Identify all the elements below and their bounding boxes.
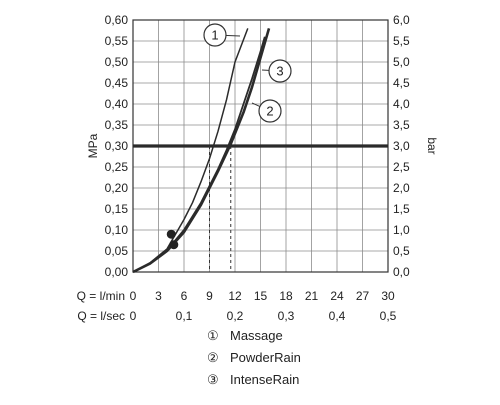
labels-layer: 0,00 0,00,05 0,50,10 1,00,15 1,50,20 2,00,25 2… bbox=[77, 13, 439, 323]
legend-symbol: ① bbox=[207, 328, 219, 343]
x-tick-lsec: 0 bbox=[130, 309, 137, 323]
callout-circle bbox=[203, 23, 227, 47]
y-tick-right: 2,5 bbox=[393, 160, 410, 174]
x-tick-lsec: 0,5 bbox=[380, 309, 397, 323]
y-tick-right: 6,0 bbox=[393, 13, 410, 27]
callout-circle bbox=[258, 99, 282, 123]
series-line-massage bbox=[132, 28, 249, 273]
callout-label: 2 bbox=[266, 104, 273, 119]
y-axis-label-right: bar bbox=[425, 137, 439, 154]
y-axis-label-left: MPa bbox=[86, 133, 100, 158]
x-tick-lmin: 3 bbox=[155, 289, 162, 303]
x-tick-lmin: 27 bbox=[356, 289, 370, 303]
x-tick-lmin: 21 bbox=[305, 289, 319, 303]
axes bbox=[132, 19, 389, 273]
y-tick-left: 0,30 bbox=[105, 139, 129, 153]
y-tick-left: 0,15 bbox=[105, 202, 129, 216]
legend-symbol: ③ bbox=[207, 372, 219, 387]
y-tick-left: 0,35 bbox=[105, 118, 129, 132]
y-tick-left: 0,05 bbox=[105, 244, 129, 258]
y-tick-left: 0,55 bbox=[105, 34, 129, 48]
y-tick-right: 1,0 bbox=[393, 223, 410, 237]
y-tick-right: 3,0 bbox=[393, 139, 410, 153]
data-marker bbox=[166, 229, 176, 239]
y-tick-right: 4,5 bbox=[393, 76, 410, 90]
x-tick-lmin: 12 bbox=[228, 289, 242, 303]
callout-label: 3 bbox=[276, 64, 283, 79]
y-tick-right: 2,0 bbox=[393, 181, 410, 195]
legend-label: Massage bbox=[230, 328, 283, 343]
x-axis-label-lsec: Q = l/sec bbox=[77, 309, 125, 323]
series-line-intenserain bbox=[132, 36, 266, 273]
y-tick-right: 3,5 bbox=[393, 118, 410, 132]
y-tick-right: 0,5 bbox=[393, 244, 410, 258]
x-tick-lmin: 24 bbox=[330, 289, 344, 303]
y-tick-left: 0,45 bbox=[105, 76, 129, 90]
x-tick-lsec: 0,2 bbox=[227, 309, 244, 323]
y-tick-left: 0,60 bbox=[105, 13, 129, 27]
y-tick-right: 0,0 bbox=[393, 265, 410, 279]
callout-circle bbox=[268, 59, 292, 83]
y-tick-right: 1,5 bbox=[393, 202, 410, 216]
legend-label: PowderRain bbox=[230, 350, 301, 365]
y-tick-left: 0,00 bbox=[105, 265, 129, 279]
series-line-powderrain bbox=[132, 28, 271, 274]
y-tick-right: 5,0 bbox=[393, 55, 410, 69]
x-tick-lmin: 18 bbox=[279, 289, 293, 303]
x-tick-lmin: 0 bbox=[130, 289, 137, 303]
x-tick-lsec: 0,1 bbox=[176, 309, 193, 323]
legend-label: IntenseRain bbox=[230, 372, 299, 387]
legend-symbol: ② bbox=[207, 350, 219, 365]
y-tick-left: 0,40 bbox=[105, 97, 129, 111]
y-tick-right: 4,0 bbox=[393, 97, 410, 111]
callout-label: 1 bbox=[211, 28, 218, 43]
y-tick-left: 0,10 bbox=[105, 223, 129, 237]
y-tick-left: 0,50 bbox=[105, 55, 129, 69]
x-axis-label-lmin: Q = l/min bbox=[77, 289, 125, 303]
data-marker bbox=[169, 240, 179, 250]
x-tick-lmin: 6 bbox=[181, 289, 188, 303]
x-tick-lmin: 9 bbox=[206, 289, 213, 303]
series-layer bbox=[132, 28, 271, 274]
x-tick-lmin: 15 bbox=[254, 289, 268, 303]
y-tick-left: 0,20 bbox=[105, 181, 129, 195]
y-tick-left: 0,25 bbox=[105, 160, 129, 174]
y-tick-right: 5,5 bbox=[393, 34, 410, 48]
x-tick-lsec: 0,3 bbox=[278, 309, 295, 323]
x-tick-lsec: 0,4 bbox=[329, 309, 346, 323]
x-tick-lmin: 30 bbox=[381, 289, 395, 303]
legend: ① Massage ② PowderRain ③ IntenseRain bbox=[207, 328, 301, 387]
